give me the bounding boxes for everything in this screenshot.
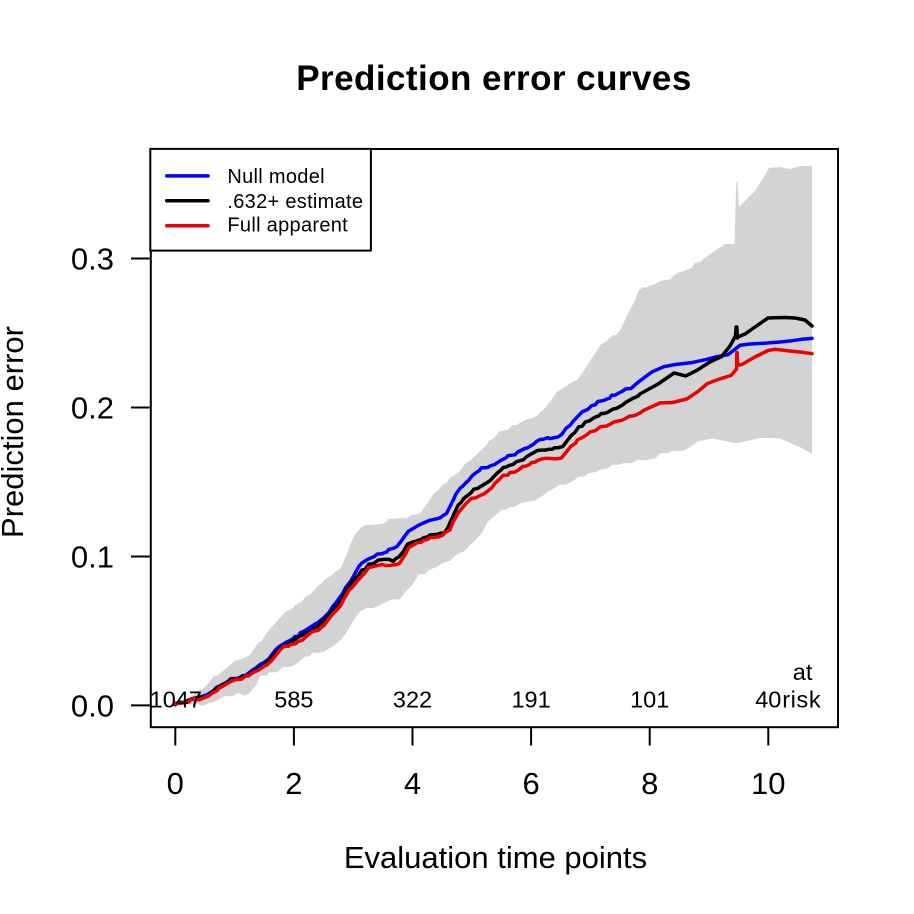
svg-text:4: 4	[404, 766, 421, 801]
svg-text:40: 40	[755, 687, 781, 713]
svg-text:Evaluation time points: Evaluation time points	[344, 840, 647, 875]
svg-text:10: 10	[751, 766, 785, 801]
svg-text:risk: risk	[782, 687, 821, 713]
svg-text:322: 322	[393, 687, 432, 713]
svg-text:at: at	[793, 659, 813, 685]
svg-text:0.1: 0.1	[71, 540, 114, 575]
svg-text:0.3: 0.3	[71, 242, 114, 277]
svg-text:6: 6	[522, 766, 539, 801]
svg-text:191: 191	[511, 687, 550, 713]
svg-text:1047: 1047	[150, 687, 202, 713]
svg-text:8: 8	[641, 766, 658, 801]
svg-text:Prediction error curves: Prediction error curves	[296, 59, 692, 98]
svg-text:.632+ estimate: .632+ estimate	[227, 191, 363, 213]
svg-text:0.0: 0.0	[71, 688, 114, 723]
svg-text:2: 2	[285, 766, 302, 801]
svg-text:585: 585	[274, 687, 313, 713]
svg-text:0.2: 0.2	[71, 391, 114, 426]
svg-text:Full apparent: Full apparent	[227, 215, 348, 237]
svg-text:0: 0	[167, 766, 184, 801]
svg-text:Null model: Null model	[227, 166, 324, 188]
svg-text:101: 101	[630, 687, 669, 713]
svg-text:Prediction error: Prediction error	[0, 326, 30, 538]
